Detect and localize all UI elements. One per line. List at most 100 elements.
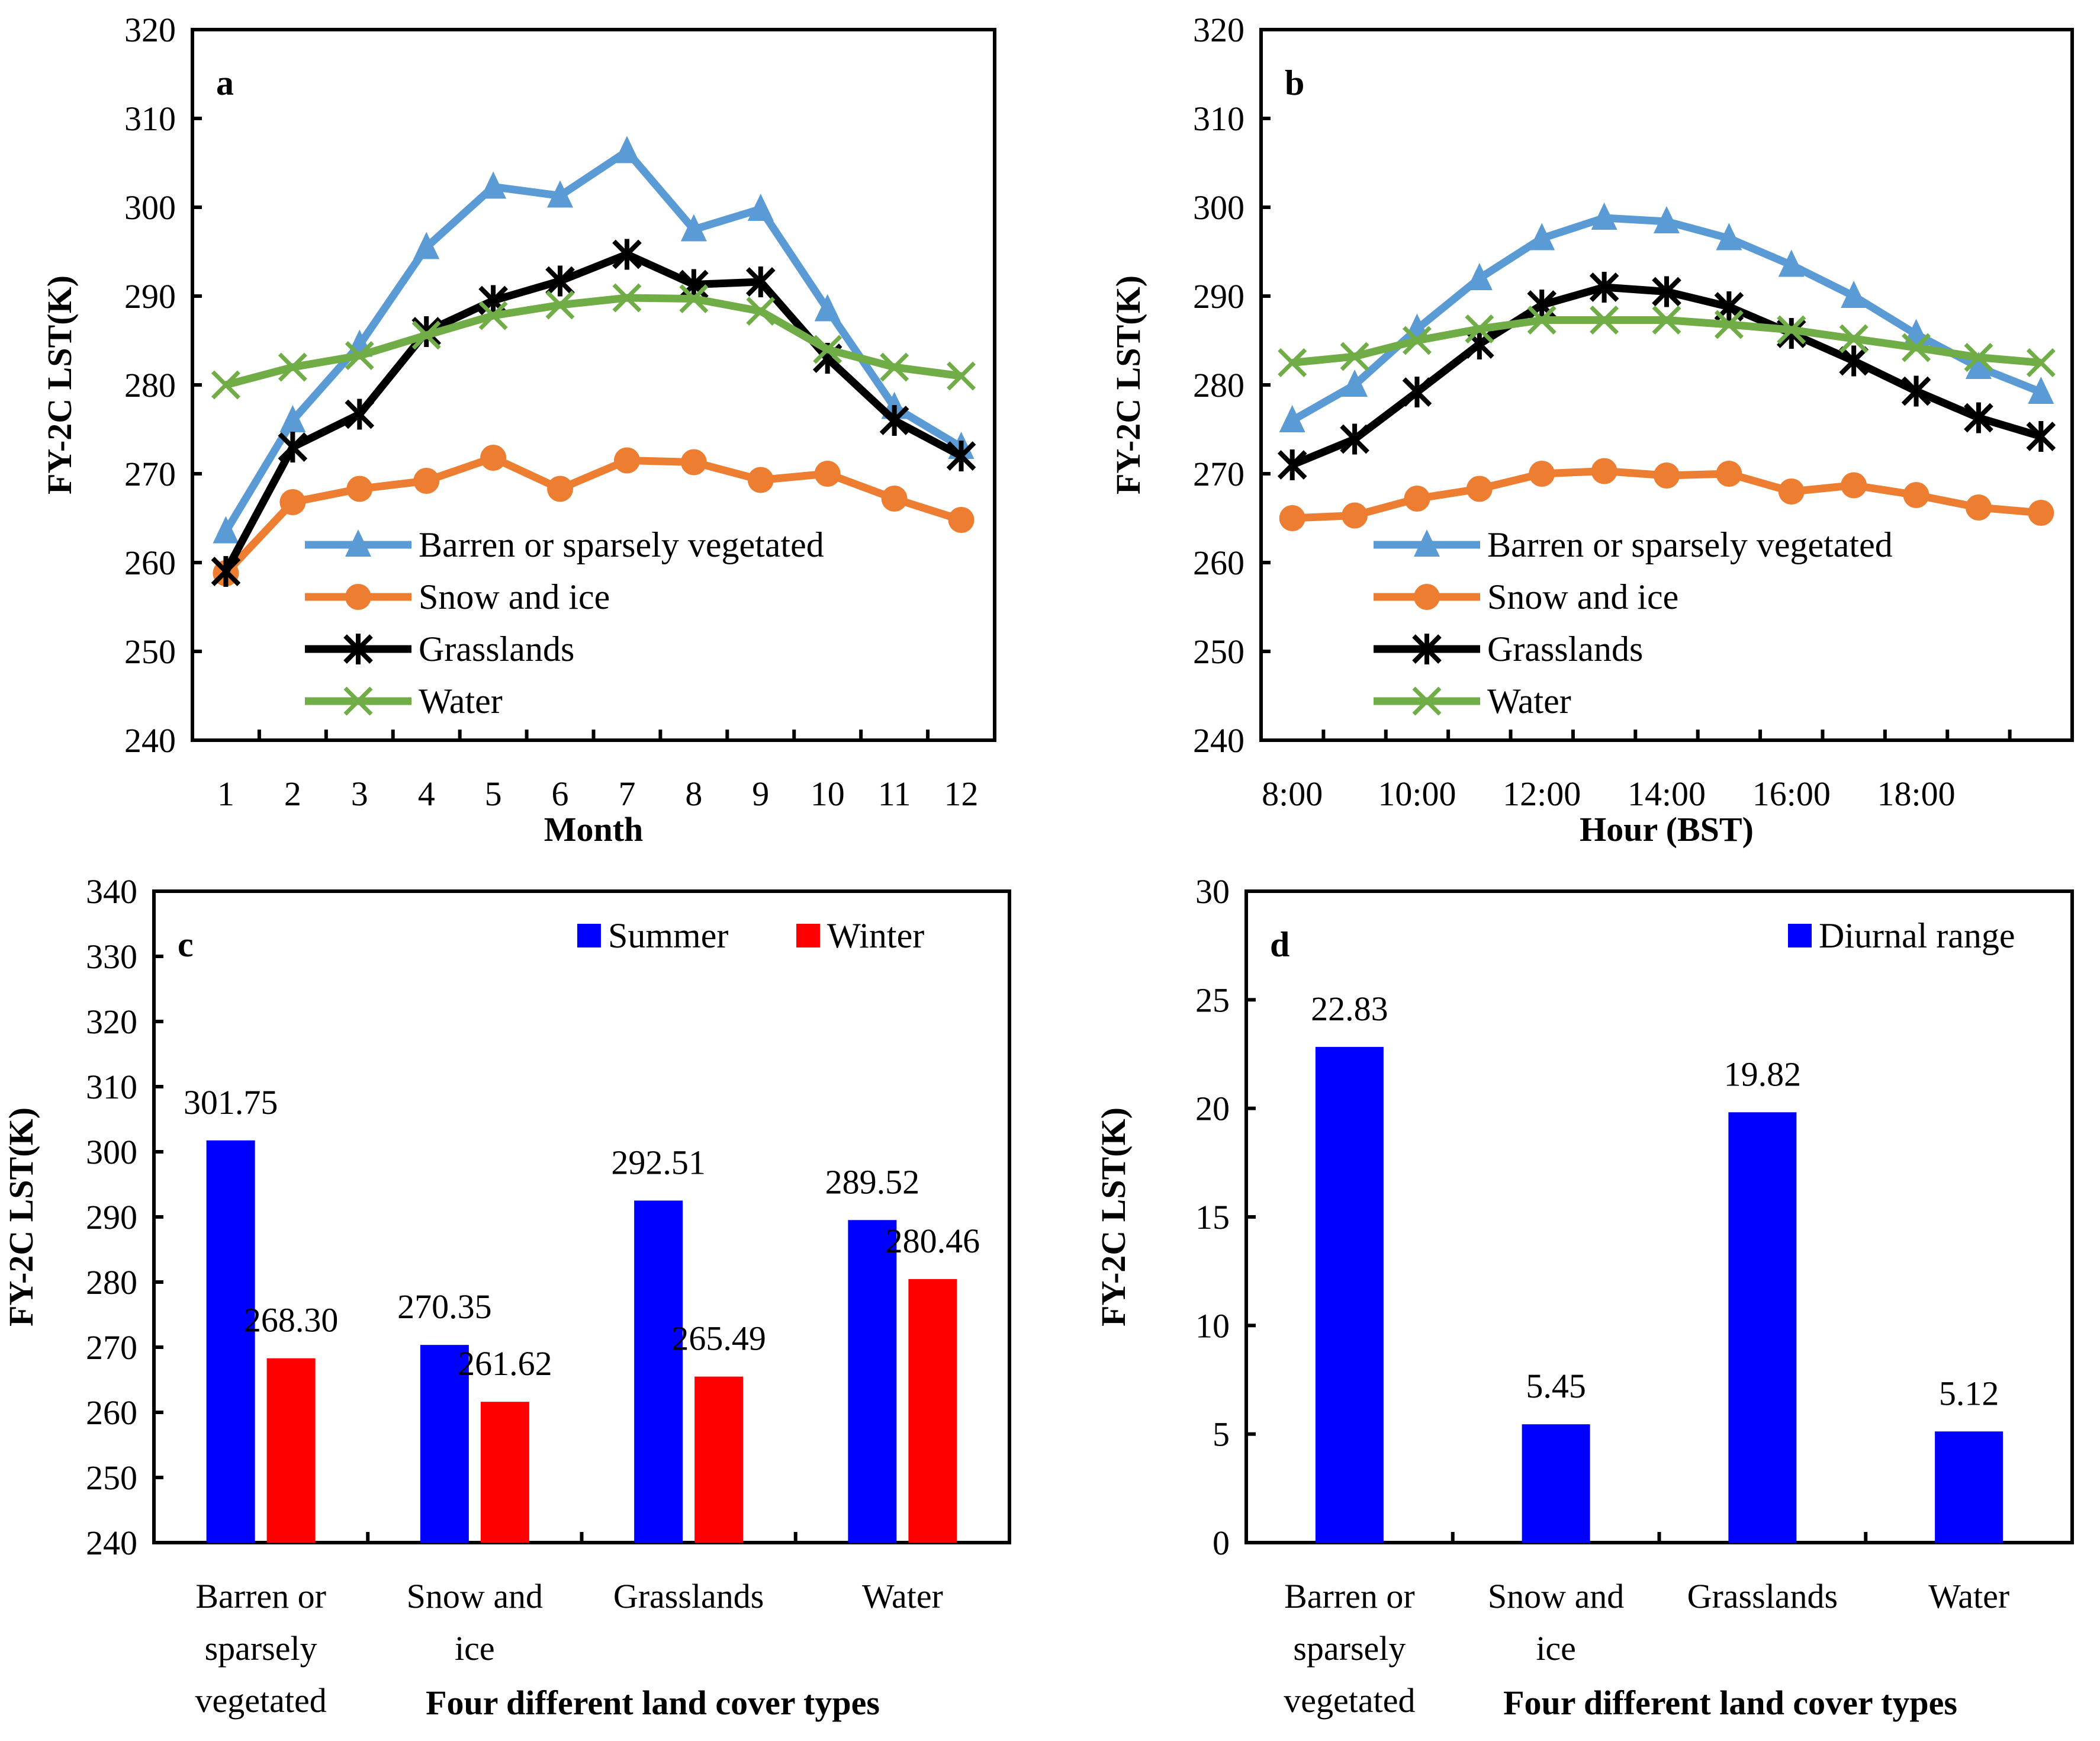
y-axis-label: FY-2C LST(K) [40,275,79,494]
legend-item: Snow and ice [1374,577,1678,616]
data-point [2028,377,2054,404]
legend-label: Winter [827,916,924,955]
data-point [1964,343,1993,372]
data-point [279,405,306,432]
legend-item: Grasslands [1374,629,1643,669]
legend-label: Summer [608,916,728,955]
y-tick-label: 270 [86,1328,137,1367]
y-tick-label: 310 [124,99,176,138]
y-tick-label: 240 [1193,721,1244,760]
x-tick-label: sparsely [1293,1629,1406,1668]
data-point [1278,348,1307,377]
data-point [211,370,240,400]
data-point [278,352,307,382]
data-point [947,361,976,391]
y-tick-label: 310 [86,1068,137,1106]
x-tick-label: 8 [685,775,702,813]
legend-item: Water [305,682,503,721]
data-point [1589,272,1619,303]
x-tick-label: 18:00 [1877,775,1955,813]
data-point [1841,472,1867,499]
panel-label: b [1285,63,1304,102]
series-winter: 268.30 261.62 265.49 280.46 [244,1222,980,1543]
data-point [1652,276,1681,307]
data-label: 261.62 [458,1344,552,1383]
legend-marker [345,584,371,610]
y-axis-label: FY-2C LST(K) [2,1107,40,1326]
y-tick-label: 0 [1213,1524,1230,1562]
x-tick-label: 5 [485,775,502,813]
legend-item: Grasslands [305,629,574,669]
data-point [880,352,909,382]
data-point [946,441,976,471]
data-point [1902,333,1931,362]
data-point [814,461,841,487]
y-tick-label: 300 [1193,188,1244,227]
data-label: 5.12 [1939,1374,1999,1412]
series-water [1278,306,2056,377]
data-point [1839,324,1869,354]
bar [908,1279,957,1543]
legend-marker [343,634,373,664]
data-point [480,445,507,471]
data-point [1404,486,1430,512]
data-point [211,556,241,587]
x-tick-label: 10 [811,775,845,813]
data-label: 289.52 [825,1162,920,1201]
panel-b: 240 250 260 270 280 290 300 310 320 FY-2C LST(K) b… [1109,11,2074,849]
panel-label: d [1270,925,1289,964]
x-tick-label: 12 [944,775,979,813]
y-tick-label: 240 [86,1524,137,1562]
series-grasslands [1277,272,2056,480]
data-point [279,489,306,515]
data-point [1654,462,1680,489]
y-tick-label: 330 [86,937,137,976]
legend-item: Water [1374,682,1571,721]
legend-label: Barren or sparsely vegetated [419,525,824,564]
x-tick-label: Grasslands [613,1577,764,1615]
data-point [345,341,374,370]
data-label: 292.51 [611,1143,706,1181]
y-tick-label: 15 [1195,1198,1230,1236]
y-tick-label: 300 [124,188,176,227]
x-tick-label: 6 [552,775,569,813]
data-label: 270.35 [397,1287,492,1326]
data-point [1465,314,1494,343]
y-tick-label: 250 [1193,632,1244,671]
x-tick-label: Snow and [407,1577,543,1615]
series-diurnal-range: 22.83 5.45 19.82 5.12 [1311,990,2003,1543]
data-point [1342,502,1368,529]
data-point [1529,223,1555,250]
plot-frame [191,28,996,742]
data-point [745,266,776,297]
data-point [613,447,640,474]
legend-marker [1412,634,1442,664]
series-snow-and-ice [1279,458,2054,531]
bar [848,1220,897,1543]
series-water [211,283,976,400]
legend-item: Snow and ice [305,577,610,616]
legend-swatch [577,924,601,947]
legend-swatch [1788,924,1812,947]
y-axis-label: FY-2C LST(K) [1109,275,1147,494]
data-point [2028,500,2054,526]
data-point [1402,326,1432,355]
legend-label: Grasslands [419,629,574,669]
bar [694,1376,744,1543]
bar [634,1200,683,1543]
x-tick-label: 3 [351,775,368,813]
x-tick-label: Water [1928,1577,2009,1615]
x-tick-label: sparsely [205,1629,317,1668]
panel-d: 0 5 10 15 20 25 30 FY-2C LST(K) d Barren or sparse… [1094,872,2074,1722]
y-tick-label: 260 [1193,544,1244,582]
y-tick-label: 10 [1195,1306,1230,1345]
y-tick-label: 290 [124,277,176,316]
y-tick-label: 240 [124,721,176,760]
data-point [1279,405,1305,432]
legend-marker [1414,529,1440,557]
panel-label: c [178,925,194,964]
y-tick-label: 250 [124,632,176,671]
series-summer: 301.75 270.35 292.51 289.52 [184,1083,919,1543]
panel-c: 240 250 260 270 280 290 300 310 320 330 340 FY-2C L… [2,872,1011,1722]
y-tick-label: 320 [124,11,176,49]
